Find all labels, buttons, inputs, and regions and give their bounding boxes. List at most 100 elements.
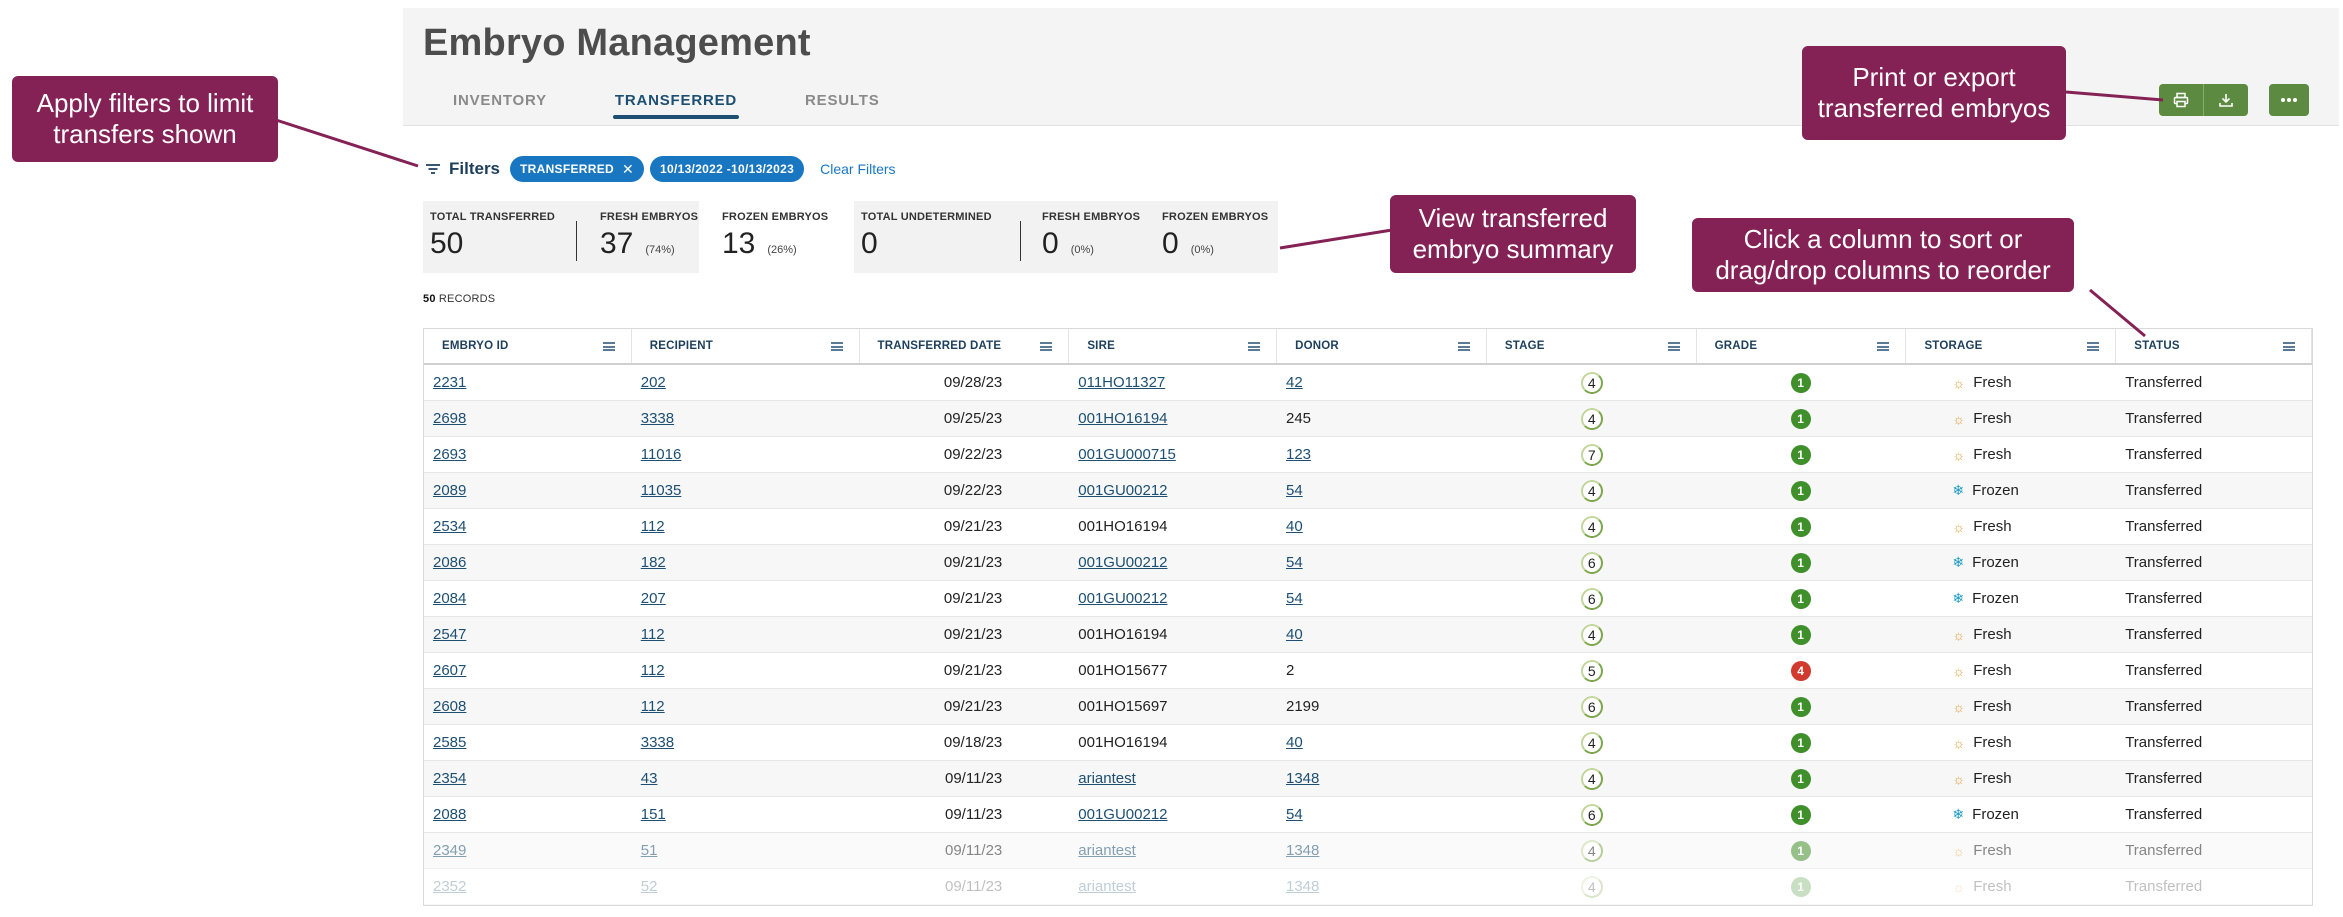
- cell-storage: ☼ Fresh: [1906, 437, 2116, 473]
- sire-link[interactable]: 001HO16194: [1078, 410, 1168, 427]
- embryo-id-link[interactable]: 2607: [433, 662, 467, 679]
- donor-link[interactable]: 1348: [1286, 842, 1320, 859]
- grade-value: 1: [1797, 375, 1804, 390]
- recipient-link[interactable]: 151: [640, 806, 666, 823]
- filter-chip-status[interactable]: TRANSFERRED ✕: [510, 156, 645, 182]
- column-header-sire[interactable]: SIRE: [1069, 329, 1278, 363]
- column-menu-icon[interactable]: [1248, 342, 1261, 351]
- sire-link[interactable]: 001GU00212: [1078, 806, 1168, 823]
- column-header-transferred-date[interactable]: TRANSFERRED DATE: [860, 329, 1070, 363]
- table-row[interactable]: 2608 112 09/21/23 001HO15697 2199 6 1 ☼ Fresh Tra…: [424, 689, 2312, 725]
- clear-filters-link[interactable]: Clear Filters: [820, 161, 896, 177]
- tab-results[interactable]: RESULTS: [805, 92, 880, 109]
- embryo-id-link[interactable]: 2086: [433, 554, 467, 571]
- table-row[interactable]: 2089 11035 09/22/23 001GU00212 54 4 1 ❄ Frozen Tr…: [424, 473, 2312, 509]
- column-menu-icon[interactable]: [1877, 342, 1890, 351]
- column-menu-icon[interactable]: [1040, 342, 1053, 351]
- recipient-link[interactable]: 3338: [640, 410, 675, 427]
- donor-link[interactable]: 42: [1286, 374, 1303, 391]
- table-row[interactable]: 2693 11016 09/22/23 001GU000715 123 7 1 ☼ Fresh T…: [424, 437, 2312, 473]
- tab-transferred[interactable]: TRANSFERRED: [612, 92, 740, 119]
- donor-link[interactable]: 1348: [1286, 878, 1320, 895]
- close-icon[interactable]: ✕: [622, 160, 635, 177]
- recipient-link[interactable]: 207: [640, 590, 666, 607]
- table-row[interactable]: 2534 112 09/21/23 001HO16194 40 4 1 ☼ Fresh Trans…: [424, 509, 2312, 545]
- export-button[interactable]: [2204, 84, 2248, 116]
- sire-link[interactable]: ariantest: [1078, 878, 1136, 895]
- donor-link[interactable]: 1348: [1286, 770, 1320, 787]
- recipient-link[interactable]: 112: [640, 662, 665, 679]
- embryo-id-link[interactable]: 2547: [433, 626, 467, 643]
- table-row[interactable]: 2088 151 09/11/23 001GU00212 54 6 1 ❄ Frozen Tran…: [424, 797, 2312, 833]
- table-row[interactable]: 2354 43 09/11/23 ariantest 1348 4 1 ☼ Fresh Trans…: [424, 761, 2312, 797]
- column-header-donor[interactable]: DONOR: [1277, 329, 1487, 363]
- tab-inventory[interactable]: INVENTORY: [453, 92, 547, 109]
- embryo-id-link[interactable]: 2585: [433, 734, 467, 751]
- filter-chip-date-range[interactable]: 10/13/2022 -10/13/2023: [650, 156, 805, 182]
- recipient-link[interactable]: 112: [640, 626, 665, 643]
- embryo-id-link[interactable]: 2089: [433, 482, 467, 499]
- filters-toggle[interactable]: Filters: [425, 159, 500, 179]
- recipient-link[interactable]: 3338: [640, 734, 675, 751]
- donor-link[interactable]: 54: [1286, 554, 1303, 571]
- recipient-link[interactable]: 11016: [640, 446, 682, 463]
- sire-link[interactable]: 001GU00212: [1078, 482, 1168, 499]
- table-row[interactable]: 2352 52 09/11/23 ariantest 1348 4 1 ☼ Fresh Trans…: [424, 869, 2312, 905]
- embryo-id-link[interactable]: 2088: [433, 806, 467, 823]
- donor-link[interactable]: 123: [1286, 446, 1312, 463]
- column-menu-icon[interactable]: [2283, 342, 2296, 351]
- column-menu-icon[interactable]: [830, 342, 843, 351]
- donor-text: 2: [1286, 662, 1295, 679]
- embryo-id-link[interactable]: 2698: [433, 410, 467, 427]
- column-header-embryo-id[interactable]: EMBRYO ID: [424, 329, 632, 363]
- column-header-storage[interactable]: STORAGE: [1906, 329, 2117, 363]
- sire-link[interactable]: 001GU00212: [1078, 590, 1168, 607]
- table-row[interactable]: 2585 3338 09/18/23 001HO16194 40 4 1 ☼ Fresh Tran…: [424, 725, 2312, 761]
- column-header-recipient[interactable]: RECIPIENT: [632, 329, 860, 363]
- recipient-link[interactable]: 52: [640, 878, 658, 895]
- donor-link[interactable]: 40: [1286, 518, 1303, 535]
- sire-link[interactable]: ariantest: [1078, 770, 1136, 787]
- snowflake-icon: ❄: [1952, 554, 1965, 570]
- column-menu-icon[interactable]: [602, 342, 615, 351]
- column-header-stage[interactable]: STAGE: [1487, 329, 1697, 363]
- embryo-id-link[interactable]: 2352: [433, 878, 467, 895]
- embryo-id-link[interactable]: 2354: [433, 770, 467, 787]
- column-menu-icon[interactable]: [1457, 342, 1470, 351]
- sire-link[interactable]: ariantest: [1078, 842, 1136, 859]
- column-menu-icon[interactable]: [2087, 342, 2100, 351]
- column-header-status[interactable]: STATUS: [2116, 329, 2313, 363]
- donor-link[interactable]: 54: [1286, 590, 1303, 607]
- table-row[interactable]: 2086 182 09/21/23 001GU00212 54 6 1 ❄ Frozen Tran…: [424, 545, 2312, 581]
- recipient-link[interactable]: 182: [640, 554, 666, 571]
- table-row[interactable]: 2698 3338 09/25/23 001HO16194 245 4 1 ☼ Fresh Tra…: [424, 401, 2312, 437]
- table-row[interactable]: 2349 51 09/11/23 ariantest 1348 4 1 ☼ Fresh Trans…: [424, 833, 2312, 869]
- table-row[interactable]: 2547 112 09/21/23 001HO16194 40 4 1 ☼ Fresh Trans…: [424, 617, 2312, 653]
- embryo-id-link[interactable]: 2084: [433, 590, 467, 607]
- sire-link[interactable]: 001GU000715: [1078, 446, 1176, 463]
- recipient-link[interactable]: 112: [640, 698, 665, 715]
- print-button[interactable]: [2159, 84, 2203, 116]
- embryo-id-link[interactable]: 2534: [433, 518, 467, 535]
- table-row[interactable]: 2231 202 09/28/23 011HO11327 42 4 1 ☼ Fresh Trans…: [424, 365, 2312, 401]
- table-row[interactable]: 2084 207 09/21/23 001GU00212 54 6 1 ❄ Frozen Tran…: [424, 581, 2312, 617]
- donor-link[interactable]: 40: [1286, 734, 1303, 751]
- column-menu-icon[interactable]: [1667, 342, 1680, 351]
- sire-link[interactable]: 001GU00212: [1078, 554, 1168, 571]
- recipient-link[interactable]: 11035: [640, 482, 682, 499]
- more-actions-button[interactable]: [2269, 84, 2309, 116]
- donor-link[interactable]: 40: [1286, 626, 1303, 643]
- recipient-link[interactable]: 202: [640, 374, 666, 391]
- embryo-id-link[interactable]: 2231: [433, 374, 467, 391]
- embryo-id-link[interactable]: 2349: [433, 842, 467, 859]
- donor-link[interactable]: 54: [1286, 482, 1303, 499]
- recipient-link[interactable]: 112: [640, 518, 665, 535]
- column-header-grade[interactable]: GRADE: [1697, 329, 1907, 363]
- sire-link[interactable]: 011HO11327: [1078, 374, 1166, 391]
- embryo-id-link[interactable]: 2608: [433, 698, 467, 715]
- table-row[interactable]: 2607 112 09/21/23 001HO15677 2 5 4 ☼ Fresh Transf…: [424, 653, 2312, 689]
- embryo-id-link[interactable]: 2693: [433, 446, 467, 463]
- recipient-link[interactable]: 51: [640, 842, 658, 859]
- donor-link[interactable]: 54: [1286, 806, 1303, 823]
- recipient-link[interactable]: 43: [640, 770, 658, 787]
